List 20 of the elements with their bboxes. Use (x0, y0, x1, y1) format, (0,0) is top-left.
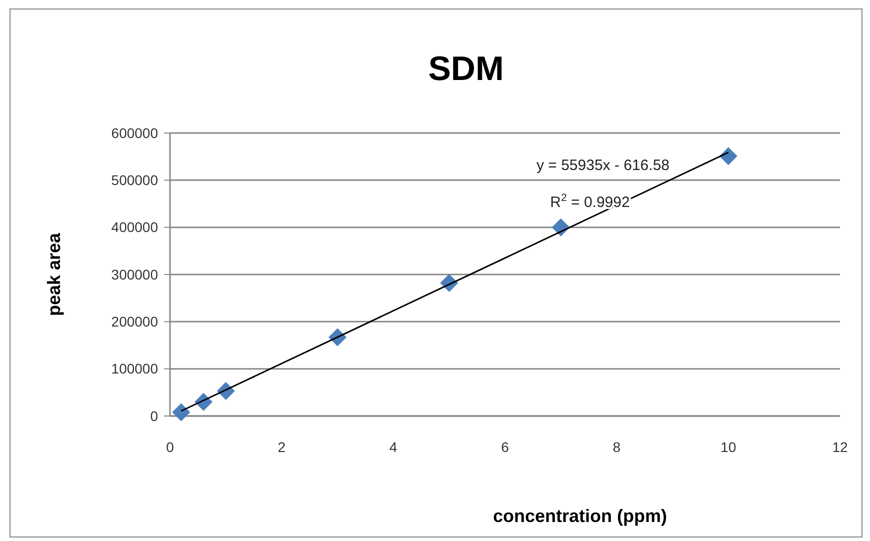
x-tick-label: 10 (720, 439, 736, 455)
x-tick-label: 4 (389, 439, 398, 455)
y-tick-label: 600000 (111, 124, 158, 141)
annotation: y = 55935x - 616.58 (536, 157, 670, 174)
chart-title: SDM (428, 50, 504, 88)
y-axis-title: peak area (44, 232, 64, 316)
point (719, 147, 738, 166)
x-tick-label: 6 (501, 439, 510, 455)
x-tick-label: 12 (832, 439, 848, 455)
y-tick-label: 400000 (111, 219, 158, 236)
y-tick-label: 200000 (111, 314, 158, 330)
x-tick-label: 2 (278, 439, 286, 455)
x-axis-title: concentration (ppm) (493, 506, 668, 526)
y-tick-label: 300000 (111, 266, 158, 282)
x-tick-label: 8 (612, 439, 621, 455)
y-tick-label: 500000 (111, 172, 158, 188)
y-tick-label: 0 (150, 408, 158, 424)
y-tick-label: 100000 (111, 360, 158, 377)
x-tick-label: 0 (166, 439, 174, 455)
point (172, 403, 190, 422)
